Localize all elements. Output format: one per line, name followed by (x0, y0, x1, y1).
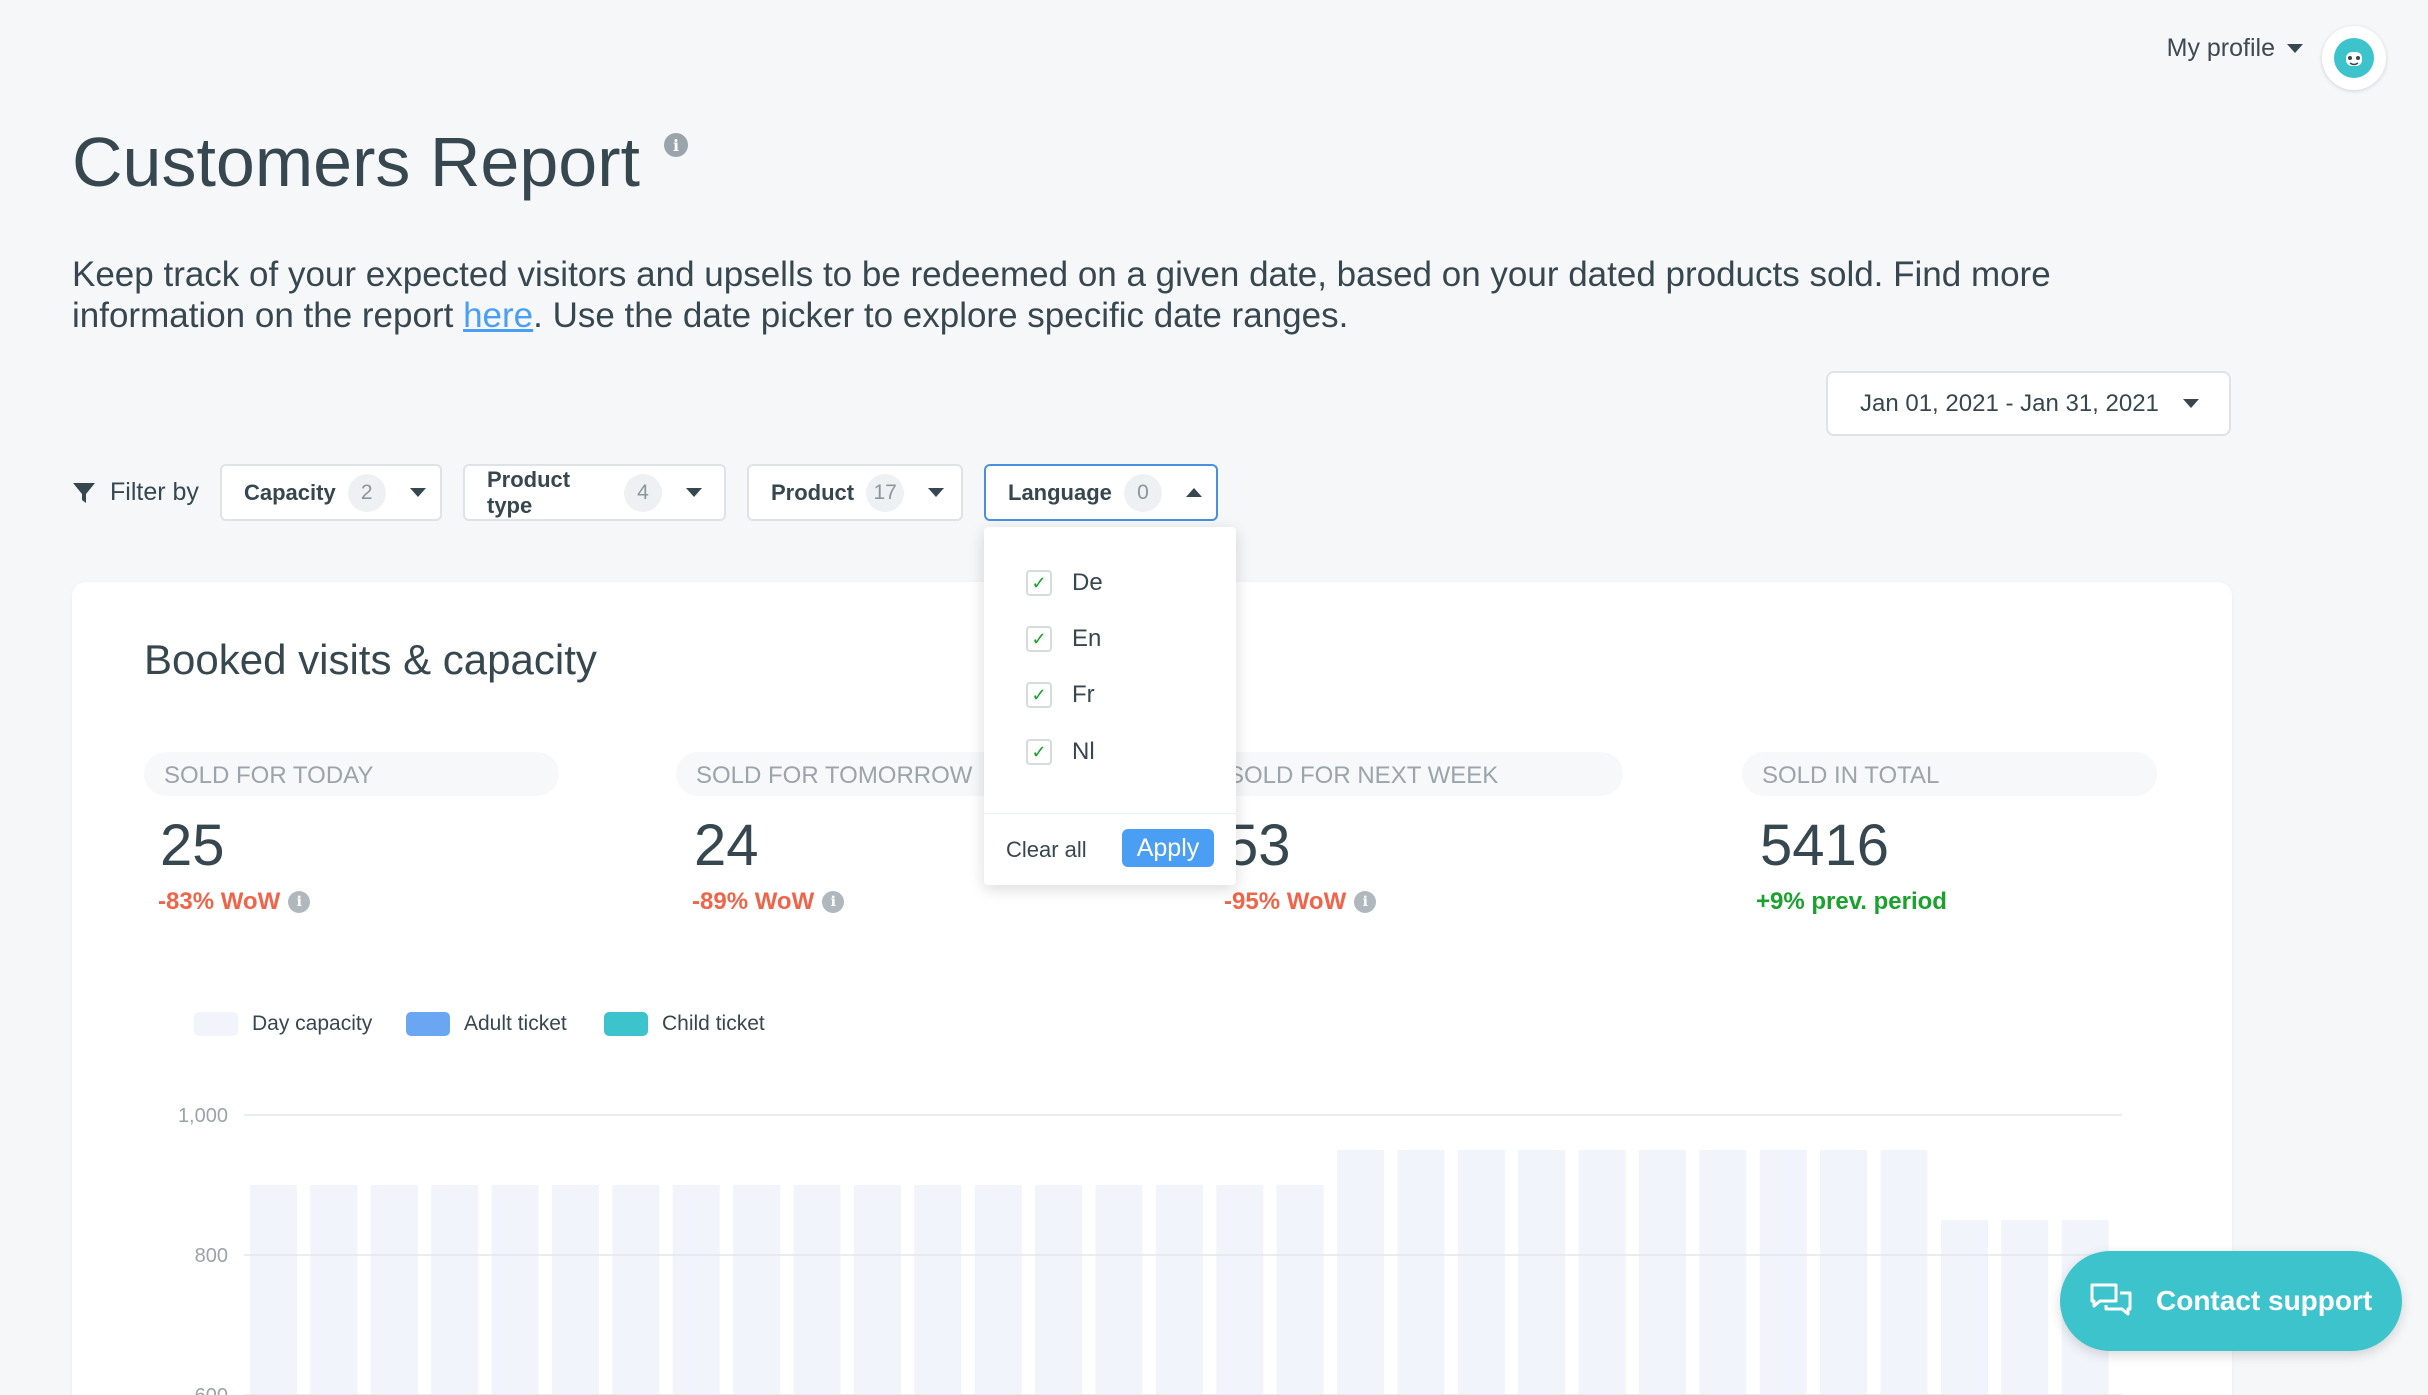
filter-product[interactable]: Product 17 (747, 464, 963, 521)
contact-support-label: Contact support (2156, 1285, 2373, 1316)
language-option-label: Nl (1072, 738, 1095, 765)
info-link[interactable]: here (463, 296, 534, 335)
filter-product-type-label: Product type (487, 466, 571, 518)
stat-label-total: SOLD IN TOTAL (1742, 752, 2157, 796)
filter-label: Filter by (72, 478, 199, 507)
language-option-en[interactable]: ✓ En (1026, 625, 1101, 653)
legend-label: Child ticket (662, 1012, 765, 1035)
legend-child-ticket[interactable]: Child ticket (604, 1012, 765, 1036)
filter-product-count: 17 (866, 473, 905, 512)
info-icon[interactable]: i (1354, 891, 1377, 913)
filter-product-label: Product (771, 479, 855, 505)
chevron-down-icon (2183, 399, 2199, 408)
legend-day-capacity[interactable]: Day capacity (194, 1012, 372, 1036)
language-option-label: Fr (1072, 681, 1095, 708)
filter-product-type-count: 4 (624, 473, 662, 512)
language-option-label: De (1072, 569, 1103, 596)
chat-icon (2090, 1283, 2132, 1316)
filter-label-text: Filter by (110, 478, 199, 506)
apply-button[interactable]: Apply (1122, 829, 1214, 867)
contact-support-button[interactable]: Contact support (2060, 1251, 2402, 1351)
language-dropdown: ✓ De ✓ En ✓ Fr ✓ Nl Clear all Apply (984, 527, 1236, 885)
description-text-end: . Use the date picker to explore specifi… (533, 296, 1349, 335)
legend-swatch-day-capacity (194, 1012, 238, 1036)
stat-change-total: +9% prev. period (1756, 888, 1947, 916)
info-icon[interactable]: i (664, 133, 688, 157)
checkbox-checked-icon[interactable]: ✓ (1026, 626, 1052, 652)
stat-label-today: SOLD FOR TODAY (144, 752, 559, 796)
stat-value-tomorrow: 24 (694, 813, 759, 878)
description-text: Keep track of your expected visitors and… (72, 255, 2051, 335)
checkbox-checked-icon[interactable]: ✓ (1026, 682, 1052, 708)
filter-capacity[interactable]: Capacity 2 (220, 464, 442, 521)
filter-language-label: Language (1008, 479, 1112, 505)
legend-label: Day capacity (252, 1012, 373, 1035)
filter-product-type[interactable]: Product type 4 (463, 464, 726, 521)
checkbox-checked-icon[interactable]: ✓ (1026, 570, 1052, 596)
language-option-fr[interactable]: ✓ Fr (1026, 681, 1095, 709)
page-title: Customers Report (72, 123, 640, 201)
chevron-down-icon (409, 488, 426, 497)
date-range-value: Jan 01, 2021 - Jan 31, 2021 (1860, 389, 2159, 417)
filter-capacity-count: 2 (347, 473, 386, 512)
page-description: Keep track of your expected visitors and… (72, 254, 2112, 336)
language-option-nl[interactable]: ✓ Nl (1026, 738, 1095, 766)
language-option-label: En (1072, 625, 1102, 652)
date-range-picker[interactable]: Jan 01, 2021 - Jan 31, 2021 (1826, 371, 2231, 436)
legend-adult-ticket[interactable]: Adult ticket (406, 1012, 567, 1036)
chevron-down-icon (686, 488, 702, 497)
profile-label: My profile (2166, 34, 2275, 62)
stat-change-tomorrow: -89% WoW i (692, 888, 845, 916)
stat-change-next-week-text: -95% WoW (1224, 888, 1347, 915)
profile-menu[interactable]: My profile (2167, 34, 2303, 63)
stat-change-today: -83% WoW i (158, 888, 311, 916)
stat-value-today: 25 (160, 813, 225, 878)
legend-label: Adult ticket (464, 1012, 567, 1035)
filter-capacity-label: Capacity (244, 479, 336, 505)
clear-all-button[interactable]: Clear all (1006, 837, 1087, 862)
stat-value-next-week: 53 (1226, 813, 1291, 878)
chevron-up-icon (1185, 488, 1202, 497)
stat-change-total-text: +9% prev. period (1756, 888, 1947, 915)
card-title: Booked visits & capacity (144, 636, 597, 683)
stat-change-tomorrow-text: -89% WoW (692, 888, 815, 915)
stat-change-today-text: -83% WoW (158, 888, 281, 915)
chevron-down-icon (2287, 44, 2303, 53)
user-avatar-icon (2334, 38, 2374, 78)
dropdown-divider (984, 813, 1236, 814)
info-icon[interactable]: i (822, 891, 845, 913)
chevron-down-icon (928, 488, 945, 497)
stat-value-total: 5416 (1760, 813, 1890, 878)
stat-change-next-week: -95% WoW i (1224, 888, 1377, 916)
filter-icon (73, 482, 95, 503)
avatar[interactable] (2322, 26, 2386, 90)
stat-label-next-week: SOLD FOR NEXT WEEK (1208, 752, 1623, 796)
legend-swatch-adult-ticket (406, 1012, 450, 1036)
language-option-de[interactable]: ✓ De (1026, 569, 1103, 597)
legend-swatch-child-ticket (604, 1012, 648, 1036)
checkbox-checked-icon[interactable]: ✓ (1026, 739, 1052, 765)
filter-language[interactable]: Language 0 (984, 464, 1218, 521)
info-icon[interactable]: i (288, 891, 311, 913)
filter-language-count: 0 (1123, 473, 1162, 512)
